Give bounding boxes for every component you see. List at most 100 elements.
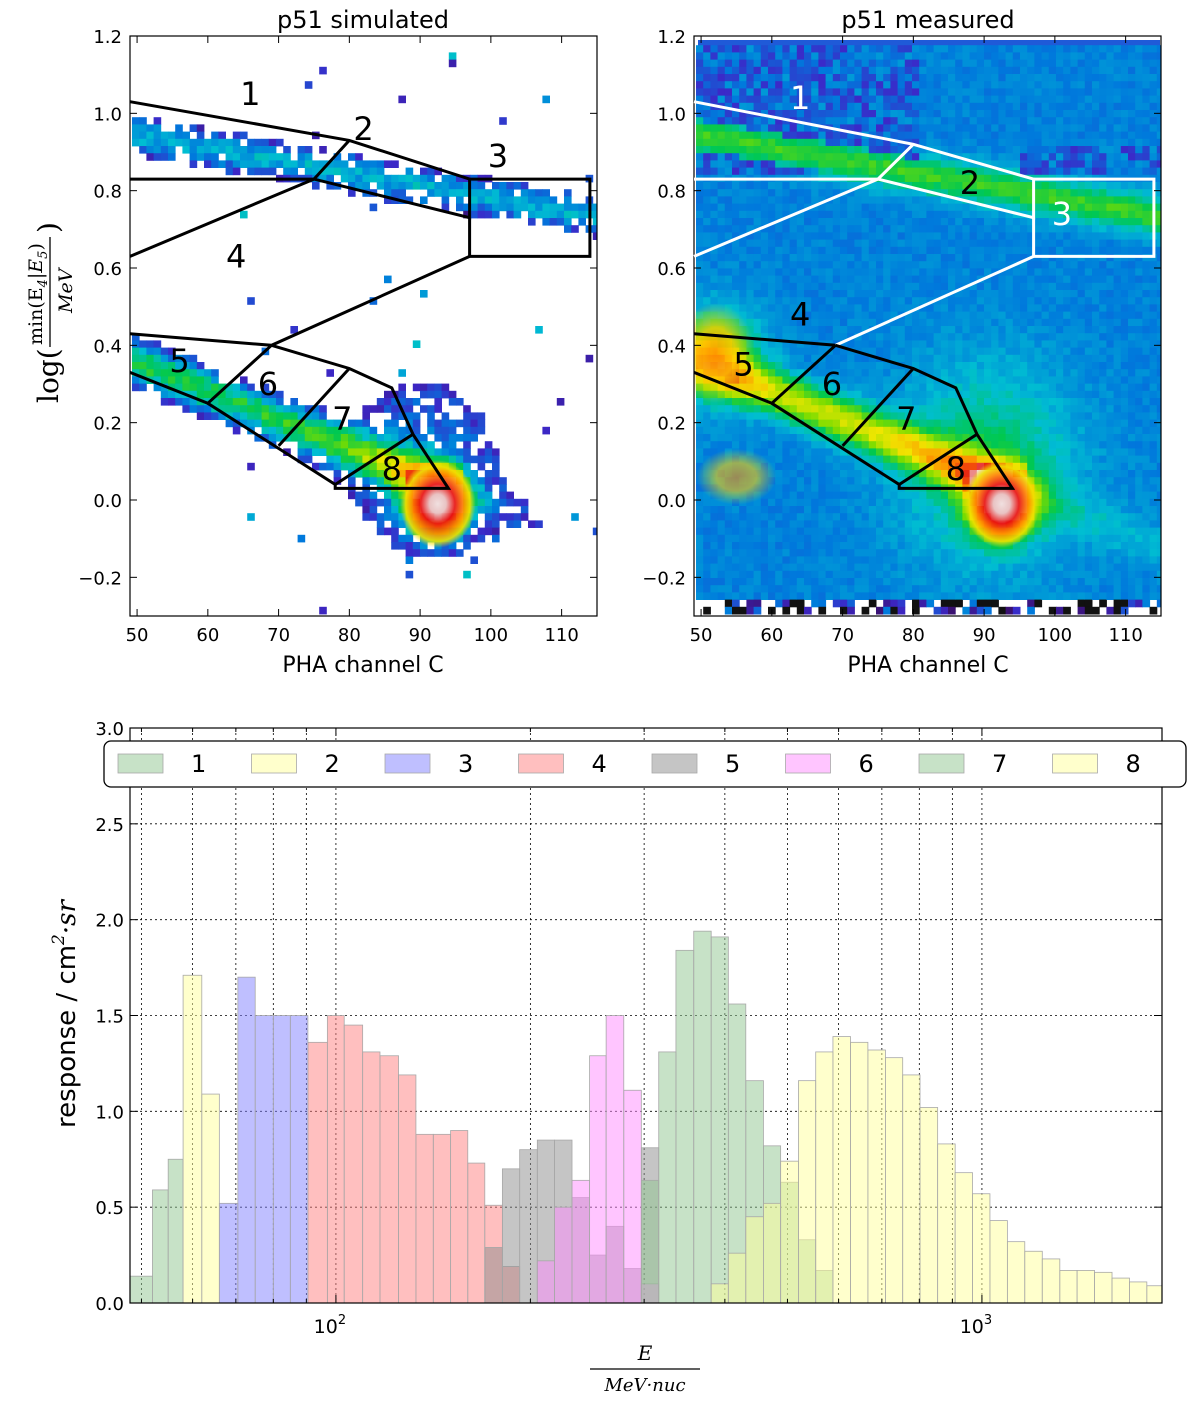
simulated-density-cell [247, 419, 255, 428]
measured-density-cell [782, 326, 790, 334]
measured-density-cell [912, 45, 920, 53]
measured-density-cell [948, 254, 956, 262]
measured-density-cell [753, 268, 762, 276]
measured-density-cell [919, 563, 927, 572]
measured-density-cell [724, 398, 733, 406]
measured-density-cell [998, 110, 1006, 118]
measured-density-cell [1034, 95, 1042, 104]
measured-density-cell [948, 268, 956, 276]
measured-density-cell [832, 88, 841, 96]
measured-density-cell [1027, 563, 1035, 572]
simulated-density-cell [247, 383, 255, 392]
measured-density-cell [991, 261, 999, 269]
measured-density-cell [854, 88, 862, 96]
measured-density-cell [926, 131, 934, 140]
measured-density-cell [1034, 592, 1042, 600]
simulated-density-cell [268, 390, 277, 399]
measured-density-cell [868, 66, 877, 75]
measured-density-cell [760, 124, 769, 132]
simulated-density-cell [405, 426, 414, 435]
measured-density-cell [868, 124, 877, 132]
measured-density-cell [717, 196, 726, 204]
measured-density-cell [1056, 290, 1064, 298]
measured-density-cell [710, 239, 718, 248]
measured-density-cell [768, 196, 776, 204]
measured-density-cell [926, 81, 934, 89]
simulated-density-cell [362, 167, 370, 176]
measured-density-cell [919, 441, 927, 449]
measured-density-cell [840, 225, 848, 233]
measured-density-cell [991, 405, 999, 413]
measured-density-cell [818, 405, 826, 413]
simulated-density-cell [427, 167, 435, 176]
measured-density-cell [739, 570, 747, 579]
measured-density-cell [703, 585, 711, 593]
measured-density-cell [818, 52, 826, 60]
simulated-density-cell [434, 426, 442, 435]
measured-density-cell [868, 592, 877, 600]
measured-density-cell [948, 606, 956, 615]
simulated-density-cell [312, 434, 320, 442]
measured-density-cell [825, 491, 834, 500]
measured-density-cell [825, 182, 834, 190]
measured-density-cell [868, 290, 877, 298]
measured-density-cell [832, 369, 841, 377]
measured-density-cell [811, 570, 819, 579]
simulated-density-cell [441, 419, 450, 428]
measured-density-cell [811, 88, 819, 96]
measured-density-cell [976, 218, 985, 226]
measured-density-cell [933, 290, 942, 298]
measured-density-cell [984, 261, 992, 269]
measured-density-cell [868, 527, 877, 536]
measured-density-cell [753, 542, 762, 550]
measured-density-cell [1005, 434, 1014, 442]
measured-density-cell [883, 59, 891, 68]
measured-density-cell [897, 542, 906, 550]
measured-density-cell [876, 362, 884, 370]
measured-density-cell [854, 261, 862, 269]
simulated-density-cell [218, 405, 226, 413]
measured-density-cell [998, 326, 1006, 334]
measured-density-cell [854, 470, 862, 478]
measured-density-cell [919, 102, 927, 111]
measured-density-cell [883, 412, 891, 420]
measured-density-cell [984, 419, 992, 428]
measured-density-cell [919, 225, 927, 233]
simulated-density-cell [376, 498, 385, 507]
measured-density-cell [933, 578, 942, 586]
ylabel-sub-4: 4 [36, 279, 51, 288]
measured-density-cell [868, 138, 877, 147]
simulated-density-cell [362, 498, 370, 507]
measured-density-cell [1048, 182, 1057, 190]
simulated-density-cell [168, 138, 176, 147]
simulated-density-cell [542, 95, 550, 104]
measured-density-cell [926, 160, 934, 168]
measured-density-cell [948, 59, 956, 68]
measured-density-cell [854, 196, 862, 204]
measured-density-cell [998, 376, 1006, 384]
measured-density-cell [861, 520, 870, 528]
measured-density-cell [1005, 354, 1014, 363]
simulated-density-cell [175, 376, 183, 384]
simulated-density-cell [492, 462, 500, 471]
measured-density-cell [1027, 210, 1035, 219]
measured-density-cell [1048, 297, 1057, 305]
measured-density-cell [782, 131, 790, 140]
measured-density-cell [775, 347, 783, 356]
measured-density-cell [955, 81, 963, 89]
measured-density-cell [753, 124, 762, 132]
simulated-density-cell [427, 549, 435, 557]
measured-density-cell [854, 534, 862, 543]
measured-density-cell [962, 585, 970, 593]
measured-density-cell [760, 340, 769, 348]
measured-density-cell [1027, 434, 1035, 442]
measured-density-cell [1005, 66, 1014, 75]
measured-density-cell [1056, 304, 1064, 312]
measured-density-cell [1048, 606, 1057, 615]
measured-density-cell [876, 196, 884, 204]
measured-density-cell [847, 138, 855, 147]
measured-density-cell [1027, 304, 1035, 312]
measured-density-cell [696, 412, 704, 420]
measured-density-cell [940, 470, 949, 478]
measured-density-cell [861, 455, 870, 464]
